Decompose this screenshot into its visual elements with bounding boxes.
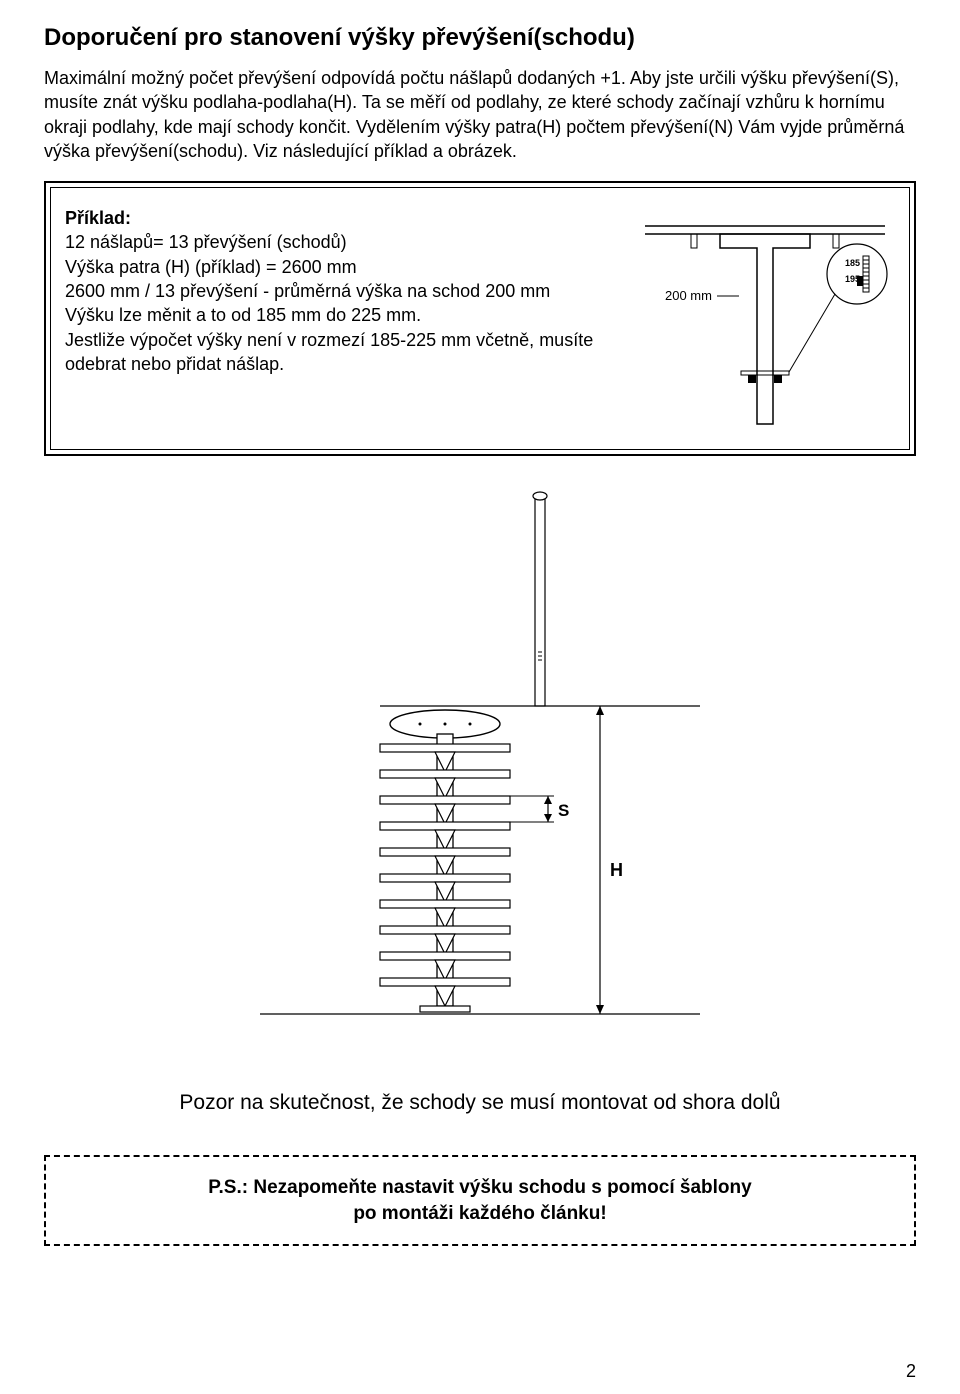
- label-200mm: 200 mm: [665, 288, 712, 303]
- label-S: S: [558, 801, 569, 820]
- example-line-3: 2600 mm / 13 převýšení - průměrná výška …: [65, 279, 615, 303]
- label-H: H: [610, 860, 623, 880]
- example-line-5: Jestliže výpočet výšky není v rozmezí 18…: [65, 328, 615, 377]
- intro-paragraph: Maximální možný počet převýšení odpovídá…: [44, 66, 916, 163]
- example-text: Příklad: 12 nášlapů= 13 převýšení (schod…: [65, 206, 615, 431]
- example-diagram: 185 195 200 mm: [635, 206, 895, 431]
- ps-line-1: P.S.: Nezapomeňte nastavit výšku schodu …: [58, 1175, 902, 1201]
- example-line-1: 12 nášlapů= 13 převýšení (schodů): [65, 230, 615, 254]
- ps-line-2: po montáži každého článku!: [58, 1201, 902, 1227]
- example-line-2: Výška patra (H) (příklad) = 2600 mm: [65, 255, 615, 279]
- warning-text: Pozor na skutečnost, že schody se musí m…: [44, 1091, 916, 1115]
- example-heading: Příklad:: [65, 206, 615, 230]
- ps-box: P.S.: Nezapomeňte nastavit výšku schodu …: [44, 1155, 916, 1246]
- main-diagram: H S: [44, 466, 916, 1031]
- example-box: Příklad: 12 nášlapů= 13 převýšení (schod…: [44, 181, 916, 456]
- page-title: Doporučení pro stanovení výšky převýšení…: [44, 24, 916, 52]
- scale-label-top: 185: [845, 258, 860, 268]
- scale-label-bottom: 195: [845, 274, 860, 284]
- page-number: 2: [906, 1361, 916, 1382]
- example-inner: Příklad: 12 nášlapů= 13 převýšení (schod…: [50, 187, 910, 450]
- example-line-4: Výšku lze měnit a to od 185 mm do 225 mm…: [65, 303, 615, 327]
